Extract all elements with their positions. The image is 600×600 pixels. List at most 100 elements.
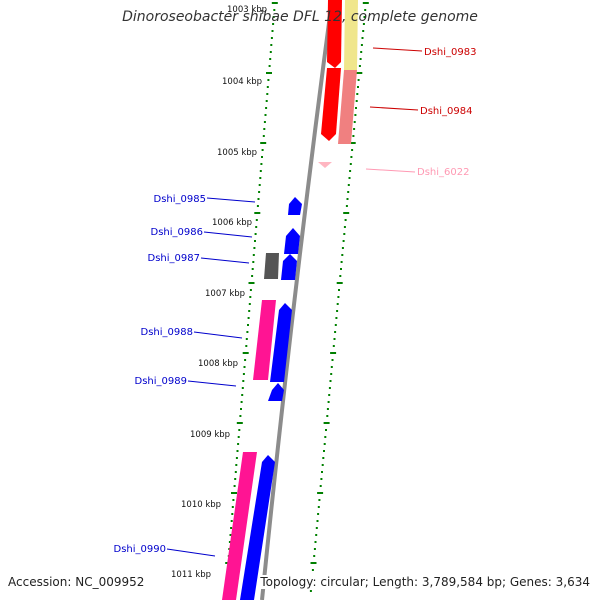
outer-tick — [347, 191, 350, 193]
feature-dshi-0989-cds[interactable] — [268, 383, 284, 401]
gene-label-dshi-0984[interactable]: Dshi_0984 — [420, 106, 472, 117]
outer-tick — [354, 114, 357, 116]
outer-tick — [341, 254, 344, 256]
outer-tick — [334, 324, 337, 326]
gene-label-dshi-0985[interactable]: Dshi_0985 — [154, 194, 206, 205]
feature-dshi-0983-gene[interactable] — [344, 0, 358, 70]
feature-dshi-0984-gene[interactable] — [338, 70, 357, 144]
scale-label-1007: 1007 kbp — [205, 289, 245, 299]
feature-dshi-0990-gene[interactable] — [222, 452, 257, 600]
feature-dshi-0985-cds[interactable] — [288, 197, 302, 215]
gene-label-dshi-0989[interactable]: Dshi_0989 — [135, 376, 187, 387]
inner-tick — [230, 520, 233, 522]
feature-dshi-0987-other[interactable] — [264, 253, 279, 279]
scale-label-1008: 1008 kbp — [198, 359, 238, 369]
outer-tick — [356, 93, 359, 95]
inner-tick — [232, 499, 235, 501]
outer-tick — [323, 443, 326, 445]
outer-tick — [336, 282, 343, 284]
inner-tick — [228, 541, 231, 543]
outer-tick — [350, 156, 353, 158]
outer-tick — [357, 79, 360, 81]
outer-tick — [319, 485, 322, 487]
outer-tick — [341, 247, 344, 249]
feature-dshi-0990-cds[interactable] — [240, 455, 275, 600]
inner-tick — [266, 86, 269, 88]
outer-tick — [347, 184, 350, 186]
inner-tick — [256, 205, 259, 207]
outer-tick — [355, 100, 358, 102]
inner-tick — [236, 450, 239, 452]
inner-tick — [262, 135, 265, 137]
outer-tick — [349, 170, 352, 172]
feature-dshi-0988-gene[interactable] — [253, 300, 276, 380]
inner-tick — [242, 352, 249, 354]
outer-tick-track — [309, 2, 369, 592]
feature-dshi-6022-rna[interactable] — [318, 162, 332, 168]
inner-tick — [273, 9, 276, 11]
inner-tick — [254, 233, 257, 235]
outer-tick — [343, 212, 350, 214]
inner-tick — [249, 296, 252, 298]
outer-tick — [349, 142, 356, 144]
outer-tick — [313, 555, 316, 557]
inner-tick — [265, 107, 268, 109]
feature-dshi-0988-cds[interactable] — [270, 303, 292, 382]
leader-dshi-0983 — [372, 47, 423, 52]
outer-tick — [326, 408, 329, 410]
outer-tick — [330, 366, 333, 368]
outer-tick — [322, 457, 325, 459]
inner-tick — [241, 387, 244, 389]
outer-tick — [339, 275, 342, 277]
outer-tick — [332, 345, 335, 347]
inner-tick — [260, 142, 267, 144]
outer-tick — [336, 303, 339, 305]
inner-tick — [261, 149, 264, 151]
inner-tick — [247, 324, 249, 326]
outer-tick — [336, 310, 339, 312]
leader-dshi-0987 — [200, 257, 250, 264]
outer-tick — [311, 569, 314, 571]
feature-dshi-0983-cds[interactable] — [327, 0, 342, 68]
leader-dshi-6022 — [365, 168, 416, 173]
outer-tick — [343, 233, 346, 235]
gene-label-dshi-0990[interactable]: Dshi_0990 — [114, 544, 166, 555]
inner-tick — [270, 37, 273, 39]
outer-tick — [335, 317, 338, 319]
outer-tick — [310, 562, 317, 564]
inner-tick — [229, 534, 232, 536]
gene-label-dshi-0986[interactable]: Dshi_0986 — [151, 227, 203, 238]
inner-tick — [258, 184, 261, 186]
gene-label-dshi-0988[interactable]: Dshi_0988 — [141, 327, 193, 338]
feature-dshi-0986-cds[interactable] — [284, 228, 300, 254]
outer-tick — [313, 548, 316, 550]
feature-dshi-0984-cds[interactable] — [321, 68, 341, 141]
genome-backbone — [260, 0, 334, 600]
gene-label-dshi-6022[interactable]: Dshi_6022 — [417, 167, 469, 178]
leader-dshi-0990 — [166, 548, 216, 557]
inner-tick — [271, 30, 274, 32]
inner-tick — [242, 380, 245, 382]
inner-tick — [248, 282, 255, 284]
inner-tick — [252, 261, 255, 263]
outer-tick — [362, 30, 365, 32]
genome-summary: Topology: circular; Length: 3,789,584 bp… — [260, 575, 590, 589]
inner-tick — [249, 289, 252, 291]
outer-tick — [344, 219, 347, 221]
inner-tick — [266, 93, 269, 95]
reverse-strand-features — [222, 197, 302, 600]
inner-tick — [243, 366, 246, 368]
leader-dshi-0988 — [193, 331, 243, 339]
gene-label-dshi-0987[interactable]: Dshi_0987 — [148, 253, 200, 264]
inner-tick — [258, 191, 261, 193]
inner-tick — [272, 23, 275, 25]
outer-tick — [356, 72, 363, 74]
inner-tick — [269, 58, 272, 60]
inner-tick — [241, 394, 244, 396]
inner-tick — [268, 65, 271, 67]
gene-label-dshi-0983[interactable]: Dshi_0983 — [424, 47, 476, 58]
inner-tick — [271, 2, 278, 4]
outer-tick — [362, 2, 369, 4]
outer-tick — [320, 478, 323, 480]
feature-dshi-0987-cds[interactable] — [281, 254, 297, 280]
